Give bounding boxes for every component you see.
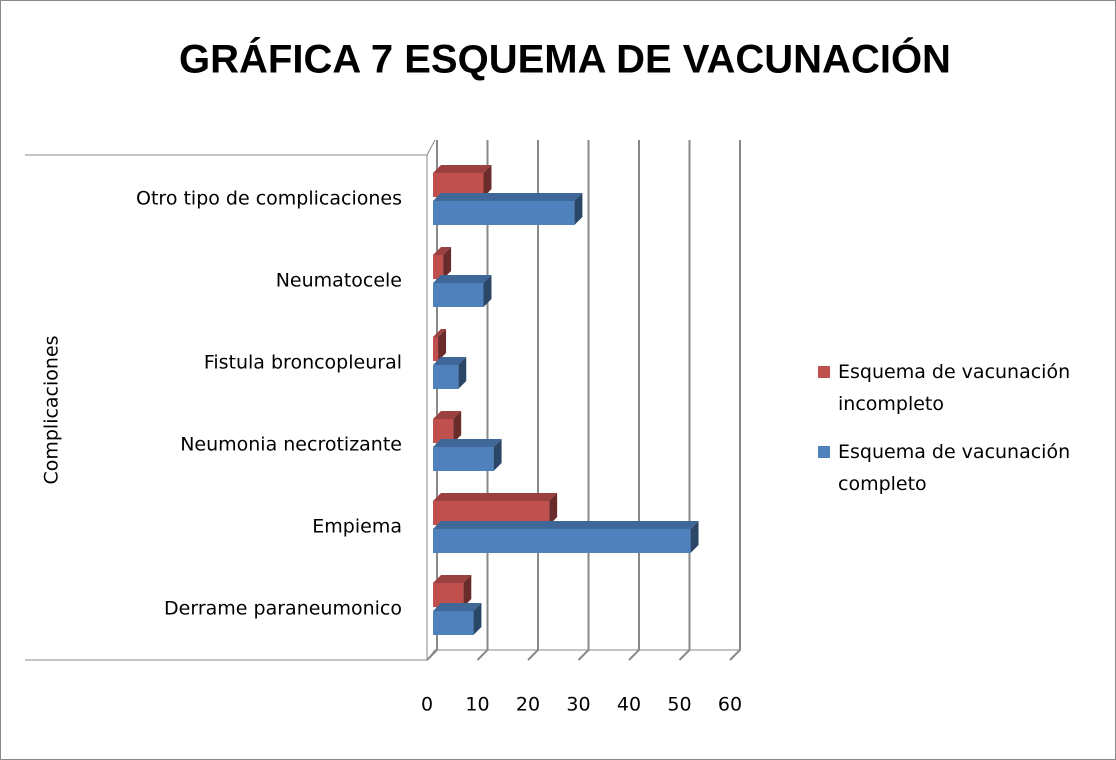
bar [433,337,439,361]
x-tick-label: 20 [516,694,540,716]
bar-top [433,357,467,365]
x-tick-label: 10 [465,694,489,716]
bar-top [433,165,492,173]
bar-side [574,193,583,225]
x-tick-label: 40 [617,694,641,716]
bar-top [433,439,502,447]
legend-swatch [818,366,830,378]
bar-top [433,603,482,611]
bar-side [483,275,492,307]
bar-side [453,411,462,443]
bar-top [433,329,447,337]
grid-line [426,140,438,661]
bar-side [493,439,502,471]
bar-side [463,575,472,607]
bar-top [433,193,583,201]
grid-line [476,140,489,661]
bar [433,611,474,635]
legend-label: Esquema de vacunación completo [838,441,1071,495]
x-tick-label: 50 [667,694,691,716]
bar-top [433,247,452,255]
bar-side [458,357,467,389]
x-tick-label: 0 [421,694,433,716]
y-axis-label: Complicaciones [41,335,63,484]
x-tick-label: 30 [566,694,590,716]
y-tick-label: Empiema [312,516,402,538]
bar [433,529,691,553]
bar [433,255,444,279]
bar-side [473,603,482,635]
bar-top [433,575,472,583]
bar [433,283,484,307]
bar [433,201,575,225]
y-tick-label: Fistula broncopleural [204,352,402,374]
bar [433,419,454,443]
bar-top [433,521,699,529]
bar-top [433,493,558,501]
grid-line [628,140,640,661]
bar [433,447,494,471]
bar-side [549,493,558,525]
grid-line [729,140,741,661]
y-tick-label: Neumonia necrotizante [180,434,402,456]
bar-top [433,411,462,419]
y-tick-label: Derrame paraneumonico [164,598,402,620]
legend-label: Esquema de vacunación incompleto [838,361,1071,415]
bar-side [443,247,452,279]
bar-side [690,521,699,553]
grid-line [577,140,590,661]
x-tick-label: 60 [718,694,742,716]
chart-title: GRÁFICA 7 ESQUEMA DE VACUNACIÓN [179,36,951,82]
y-tick-label: Neumatocele [276,270,402,292]
bar-side [438,329,447,361]
back-wall-edge [426,139,436,660]
bar [433,365,459,389]
y-tick-label: Otro tipo de complicaciones [136,188,402,210]
bar-side [483,165,492,197]
bar-top [433,275,492,283]
grid-line [527,140,539,661]
grid-line [678,140,691,661]
legend-swatch [818,446,830,458]
